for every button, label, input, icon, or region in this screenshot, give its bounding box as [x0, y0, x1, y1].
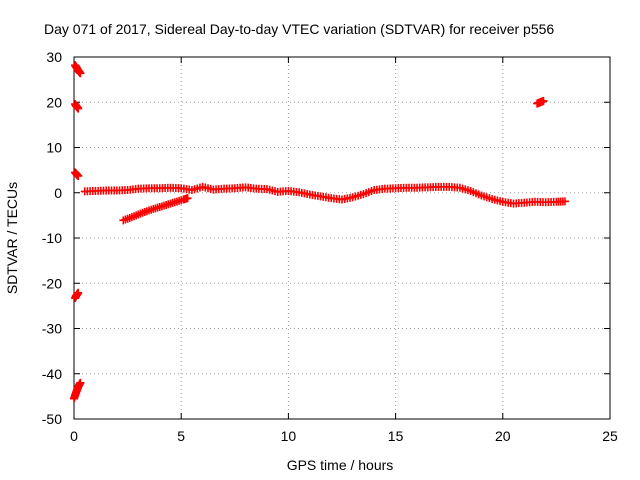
y-tick-label: -10	[42, 230, 62, 246]
x-tick-label: 15	[388, 428, 404, 444]
x-tick-label: 10	[281, 428, 297, 444]
data-point	[74, 288, 83, 297]
data-point	[560, 197, 569, 206]
data-point	[74, 172, 83, 181]
y-tick-label: 30	[46, 49, 62, 65]
series-arc-c	[71, 168, 83, 181]
chart-title: Day 071 of 2017, Sidereal Day-to-day VTE…	[44, 21, 554, 37]
y-tick-label: 10	[46, 140, 62, 156]
y-tick-label: -30	[42, 321, 62, 337]
series-arc-g	[533, 96, 548, 108]
y-tick-label: -40	[42, 366, 62, 382]
y-tick-label: -20	[42, 275, 62, 291]
x-axis-label: GPS time / hours	[287, 457, 394, 473]
grid	[74, 57, 610, 419]
y-tick-label: 20	[46, 94, 62, 110]
series-arc-d	[71, 288, 83, 303]
series-arc-a	[71, 61, 85, 78]
x-tick-label: 5	[177, 428, 185, 444]
series-arc-f	[119, 194, 192, 225]
data-point	[74, 104, 83, 113]
data-point	[183, 194, 192, 203]
data-points	[70, 61, 569, 403]
series-arc-b	[71, 100, 83, 113]
x-tick-label: 25	[602, 428, 618, 444]
series-arc-e	[70, 378, 85, 403]
y-tick-label: 0	[54, 185, 62, 201]
y-tick-label: -50	[42, 411, 62, 427]
data-point	[76, 69, 85, 78]
y-axis-label: SDTVAR / TECUs	[4, 182, 20, 294]
data-point	[539, 96, 548, 105]
x-tick-label: 20	[495, 428, 511, 444]
axis-ticks: 0 5 10 15 20 25 30 20 10 0 -10 -20 -30 -40 -50	[42, 49, 618, 444]
data-point	[76, 378, 85, 387]
series-arc-main	[80, 182, 569, 208]
x-tick-label: 0	[70, 428, 78, 444]
